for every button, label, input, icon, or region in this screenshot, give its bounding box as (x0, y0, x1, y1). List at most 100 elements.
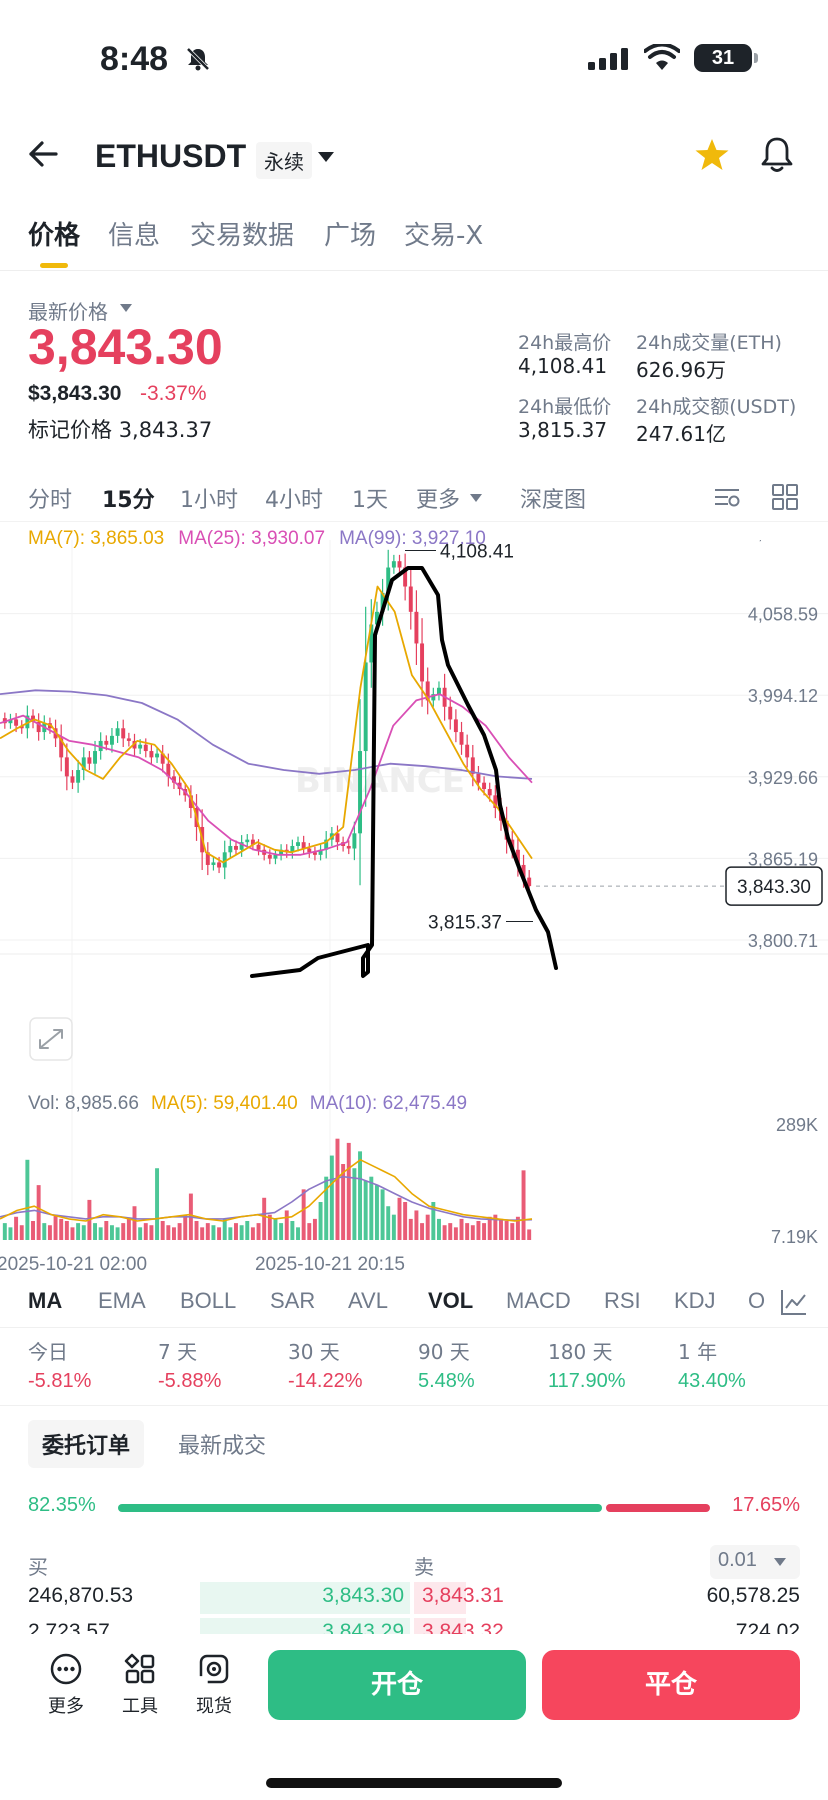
indicator-vol[interactable]: VOL (428, 1288, 474, 1313)
grid-layout-icon[interactable] (770, 482, 800, 516)
stat-vol-eth-label: 24h成交量(ETH) (636, 332, 782, 354)
order-book-row[interactable]: 2,723.57 3,843.29 3,843.32 724.02 (0, 1616, 828, 1634)
volume-bar (453, 1227, 458, 1240)
price-tick-label: 3,994.12 (748, 686, 818, 706)
indicator-macd[interactable]: MACD (506, 1288, 571, 1313)
volume-bar (239, 1225, 244, 1240)
volume-bar (403, 1202, 408, 1240)
volume-bar (126, 1218, 131, 1240)
favorite-star-icon[interactable] (694, 138, 730, 176)
candle-body (290, 845, 295, 853)
indicator-avl[interactable]: AVL (348, 1288, 388, 1313)
expand-chart-icon[interactable] (29, 1017, 73, 1061)
interval-more-dropdown-icon[interactable] (470, 494, 482, 502)
candlestick (87, 751, 92, 771)
ma7-legend: MA(7): 3,865.03 (28, 528, 165, 549)
volume-tick-label: 7.19K (771, 1227, 818, 1247)
candle-body (335, 833, 340, 843)
last-price-dropdown-icon[interactable] (120, 304, 132, 312)
candle-body (93, 751, 98, 764)
candlestick (436, 681, 441, 701)
indicator-sar[interactable]: SAR (270, 1288, 316, 1313)
symbol-title[interactable]: ETHUSDT (95, 138, 247, 174)
order-book-row[interactable]: 246,870.53 3,843.30 3,843.31 60,578.25 (0, 1580, 828, 1616)
close-position-button[interactable]: 平仓 (542, 1650, 800, 1720)
interval-timeline[interactable]: 分时 (28, 488, 73, 513)
volume-bar (515, 1216, 520, 1240)
indicator-ema[interactable]: EMA (98, 1288, 146, 1313)
indicator-rsi[interactable]: RSI (604, 1288, 641, 1313)
volume-bar (160, 1221, 165, 1240)
open-position-button[interactable]: 开仓 (268, 1650, 526, 1720)
candlestick (109, 728, 114, 753)
volume-bar (470, 1225, 475, 1240)
tab-order-book[interactable]: 委托订单 (28, 1420, 145, 1468)
ask-price: 3,843.32 (422, 1620, 504, 1634)
volume-bar (256, 1223, 261, 1240)
volume-bar (284, 1210, 289, 1240)
tab-trade-x[interactable]: 交易-X (404, 221, 484, 251)
candle-body (397, 561, 402, 568)
interval-15m[interactable]: 15分 (102, 488, 155, 513)
usd-price: $3,843.30 (28, 382, 122, 405)
notification-bell-icon[interactable] (760, 136, 794, 178)
candlestick (312, 846, 317, 861)
tab-price[interactable]: 价格 (28, 221, 81, 251)
candlestick (267, 849, 272, 865)
indicator-boll[interactable]: BOLL (180, 1288, 237, 1313)
interval-more[interactable]: 更多 (416, 488, 461, 513)
tab-info[interactable]: 信息 (108, 221, 161, 251)
interval-1d[interactable]: 1天 (352, 488, 388, 513)
candlestick (273, 849, 278, 865)
last-price-label[interactable]: 最新价格 (28, 300, 108, 324)
tab-trading-data[interactable]: 交易数据 (190, 221, 295, 251)
candle-body (465, 744, 470, 758)
perf-value-90d: 5.48% (418, 1370, 475, 1392)
candle-body (19, 725, 24, 729)
candle-body (87, 757, 92, 764)
ask-depth-bar (414, 1582, 466, 1614)
more-menu-button[interactable]: 更多 (36, 1652, 96, 1718)
ma25-line (0, 693, 533, 856)
chart-settings-icon[interactable] (712, 482, 742, 516)
candlestick (465, 734, 470, 768)
candlestick (143, 738, 148, 758)
volume-bar (166, 1225, 171, 1240)
tab-square[interactable]: 广场 (324, 221, 377, 251)
spot-button[interactable]: 现货 (184, 1652, 244, 1718)
tab-recent-trades[interactable]: 最新成交 (178, 1434, 267, 1459)
status-time: 8:48 (100, 40, 169, 78)
sell-ratio: 17.65% (732, 1494, 800, 1516)
back-arrow-icon[interactable] (28, 140, 58, 172)
interval-4h[interactable]: 4小时 (265, 488, 323, 513)
stat-vol-usdt-label: 24h成交额(USDT) (636, 396, 797, 418)
tools-button[interactable]: 工具 (110, 1652, 170, 1718)
precision-select[interactable]: 0.01 (710, 1545, 800, 1579)
candle-body (436, 687, 441, 695)
candlestick (155, 748, 160, 763)
volume-bar (93, 1223, 98, 1240)
candlestick (205, 842, 210, 876)
indicator-ma[interactable]: MA (28, 1288, 63, 1313)
candlestick (93, 740, 98, 774)
volume-bar (414, 1210, 419, 1240)
volume-bar (36, 1185, 41, 1240)
candle-body (64, 757, 69, 777)
volume-bar (312, 1218, 317, 1240)
depth-chart-tab[interactable]: 深度图 (520, 488, 587, 513)
volume-bar (324, 1176, 329, 1240)
indicator-other[interactable]: O (748, 1288, 766, 1313)
candle-body (59, 738, 64, 758)
volume-bar (296, 1227, 300, 1240)
candle-body (166, 763, 171, 777)
indicator-kdj[interactable]: KDJ (674, 1288, 716, 1313)
candle-body (425, 681, 430, 701)
volume-bar (391, 1214, 396, 1240)
candlestick (126, 732, 131, 747)
chart-type-icon[interactable] (778, 1286, 810, 1322)
candle-body (245, 839, 250, 843)
price-chart[interactable]: BINANCE 4,123.074,058.593,994.123,929.66… (0, 540, 828, 1282)
interval-1h[interactable]: 1小时 (180, 488, 238, 513)
symbol-dropdown-icon[interactable] (318, 152, 334, 162)
price-tick-label: 3,929.66 (748, 768, 818, 788)
